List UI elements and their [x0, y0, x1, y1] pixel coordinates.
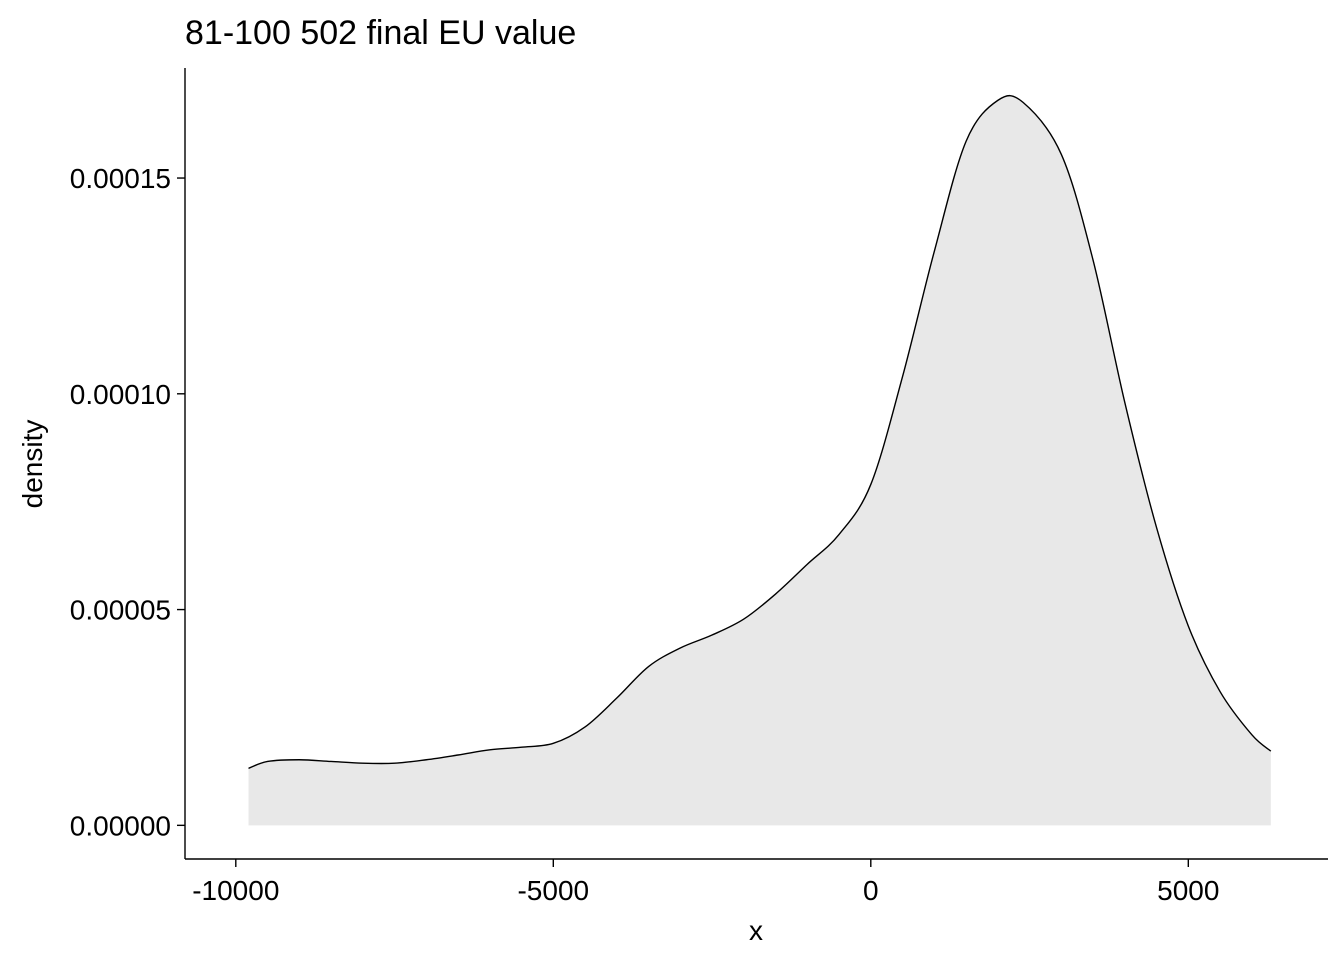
y-tick-label: 0.00005: [70, 595, 171, 626]
y-tick-label: 0.00015: [70, 163, 171, 194]
x-axis-label: x: [749, 915, 763, 946]
x-tick-label: -5000: [517, 875, 589, 906]
y-axis: 0.00000 0.00005 0.00010 0.00015: [70, 68, 186, 859]
chart-title: 81-100 502 final EU value: [185, 14, 576, 52]
x-axis: -10000 -5000 0 5000: [185, 858, 1328, 906]
x-tick-label: 0: [863, 875, 879, 906]
y-tick-label: 0.00000: [70, 810, 171, 841]
y-tick-label: 0.00010: [70, 379, 171, 410]
x-tick-label: 5000: [1157, 875, 1219, 906]
y-axis-label: density: [17, 420, 48, 509]
x-tick-label: -10000: [192, 875, 279, 906]
density-line: [248, 94, 1272, 770]
density-area: [248, 95, 1271, 826]
